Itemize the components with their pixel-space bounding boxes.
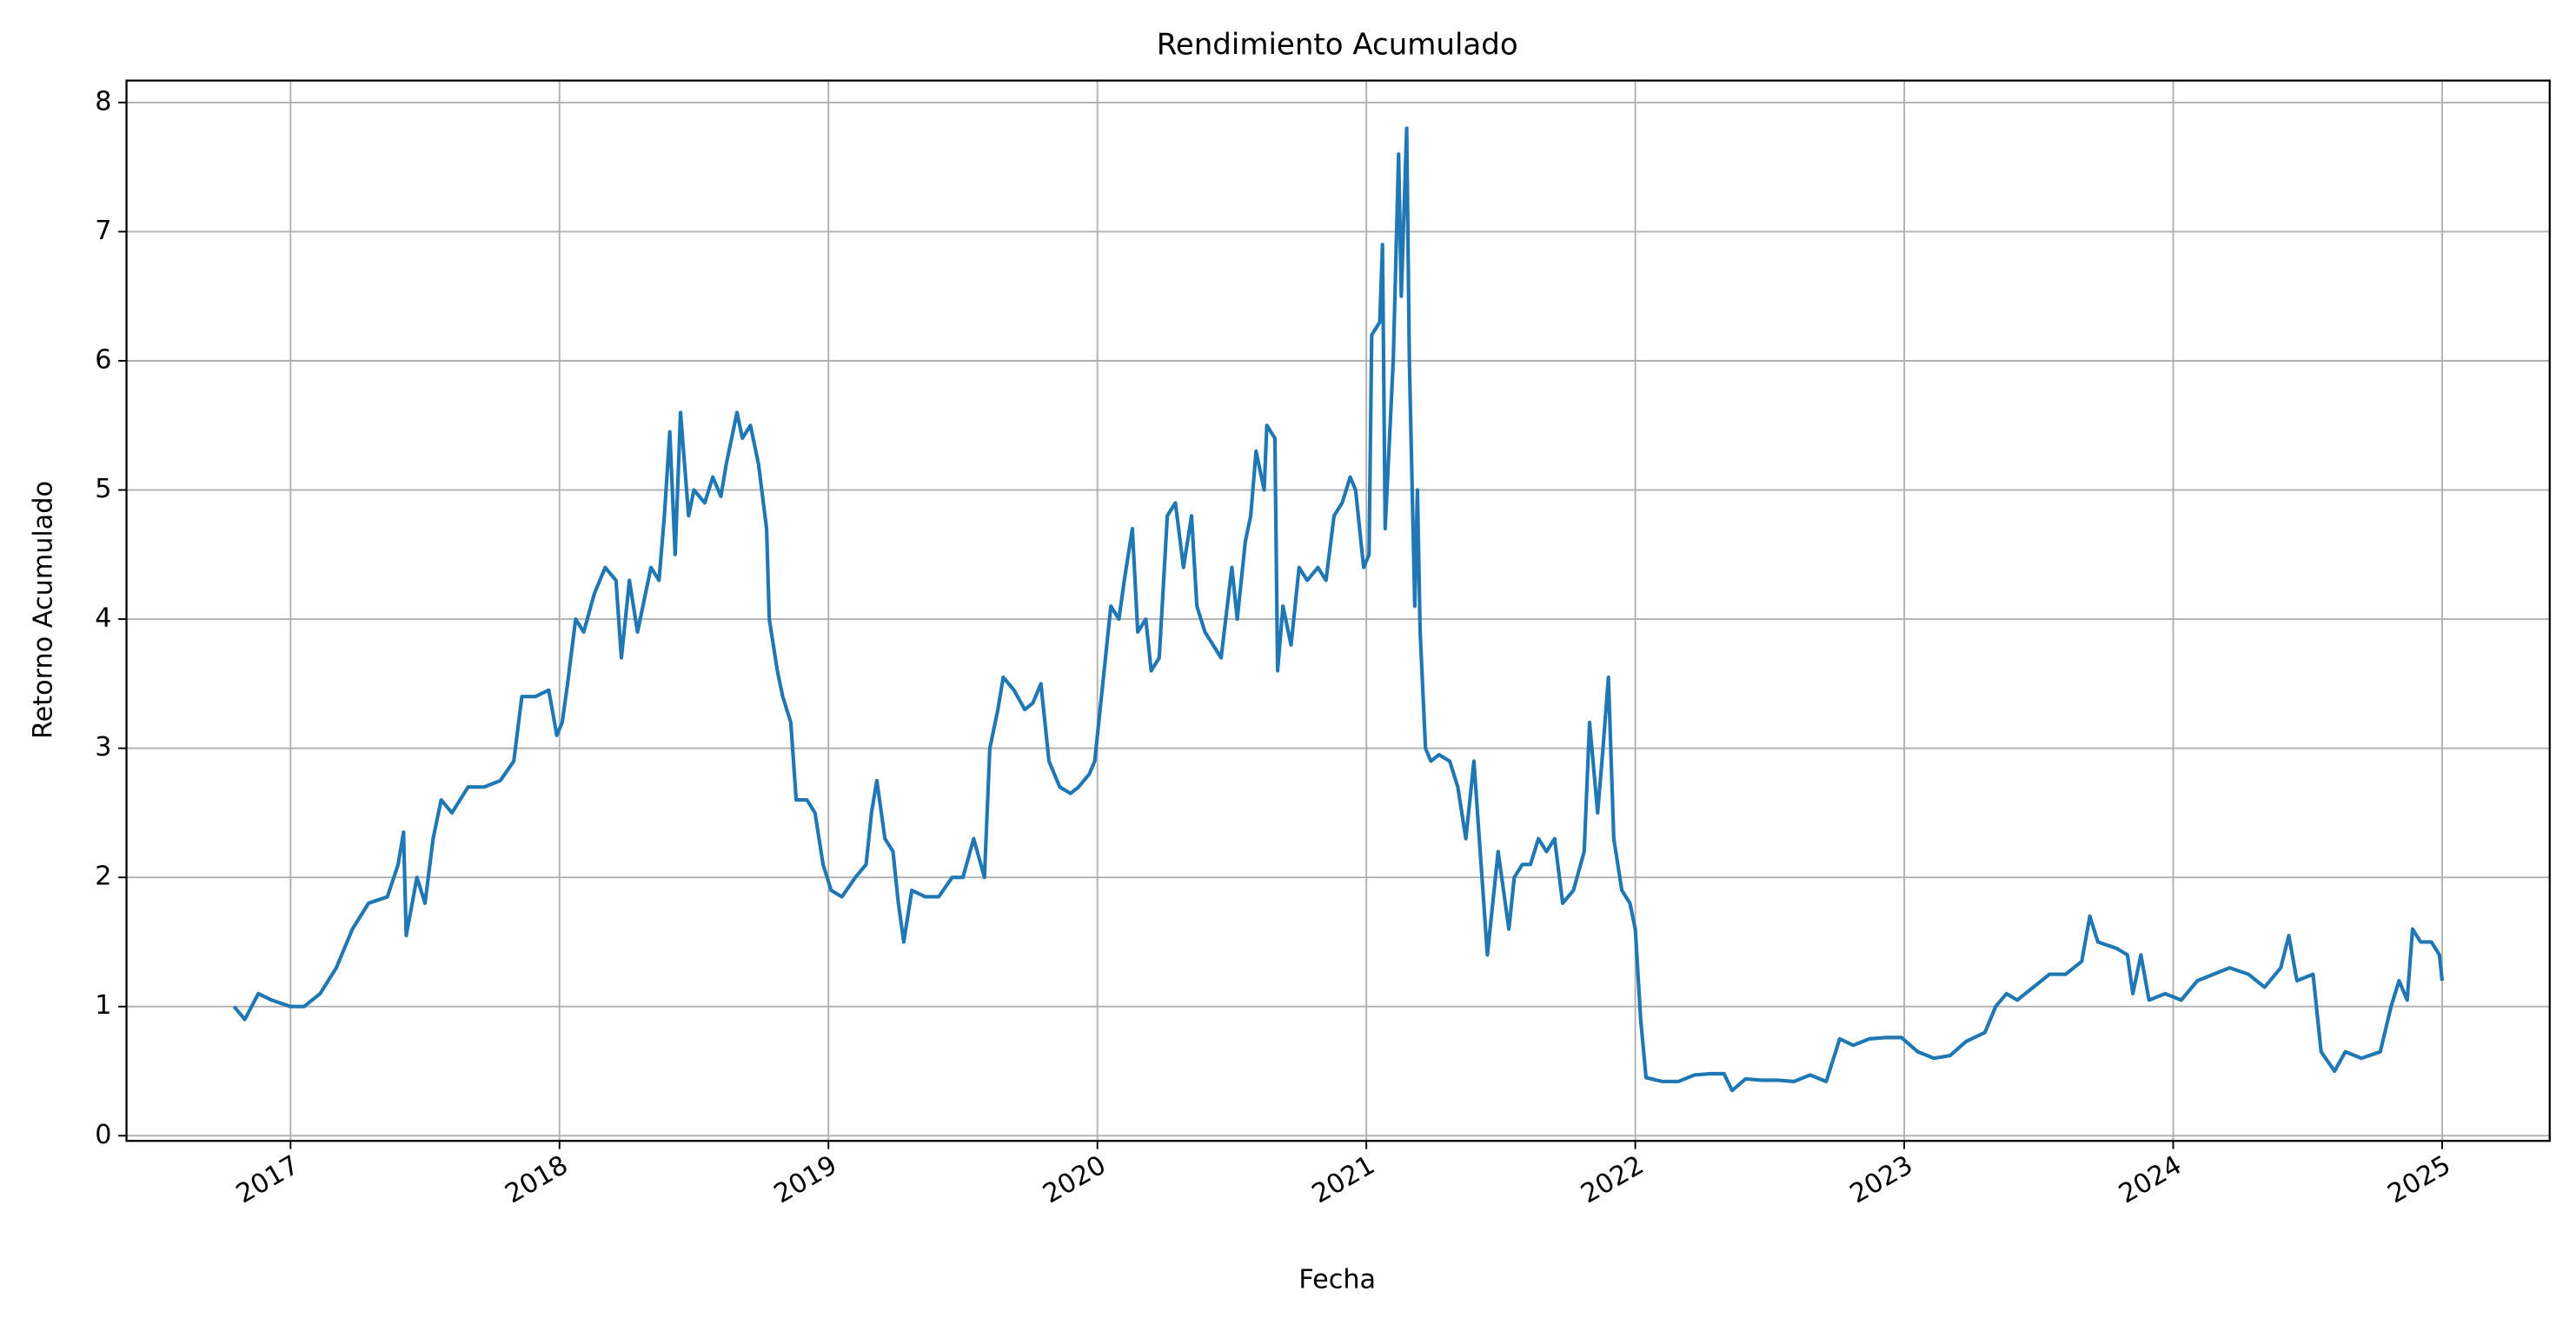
y-tick-label: 4	[95, 603, 111, 634]
y-tick-label: 5	[95, 474, 111, 504]
plot-frame	[125, 79, 2551, 1142]
x-axis-label: Fecha	[1298, 1264, 1376, 1295]
y-tick-label: 6	[95, 344, 111, 375]
y-tick-label: 8	[95, 86, 111, 117]
y-axis-label: Retorno Acumulado	[29, 481, 59, 739]
y-tick-label: 7	[95, 216, 111, 246]
y-tick-label: 0	[95, 1120, 111, 1150]
chart-title: Rendimiento Acumulado	[1157, 27, 1518, 62]
data-line	[232, 126, 2445, 1093]
y-tick-label: 1	[95, 990, 111, 1021]
y-tick-label: 2	[95, 862, 111, 892]
y-tick-label: 3	[95, 732, 111, 762]
